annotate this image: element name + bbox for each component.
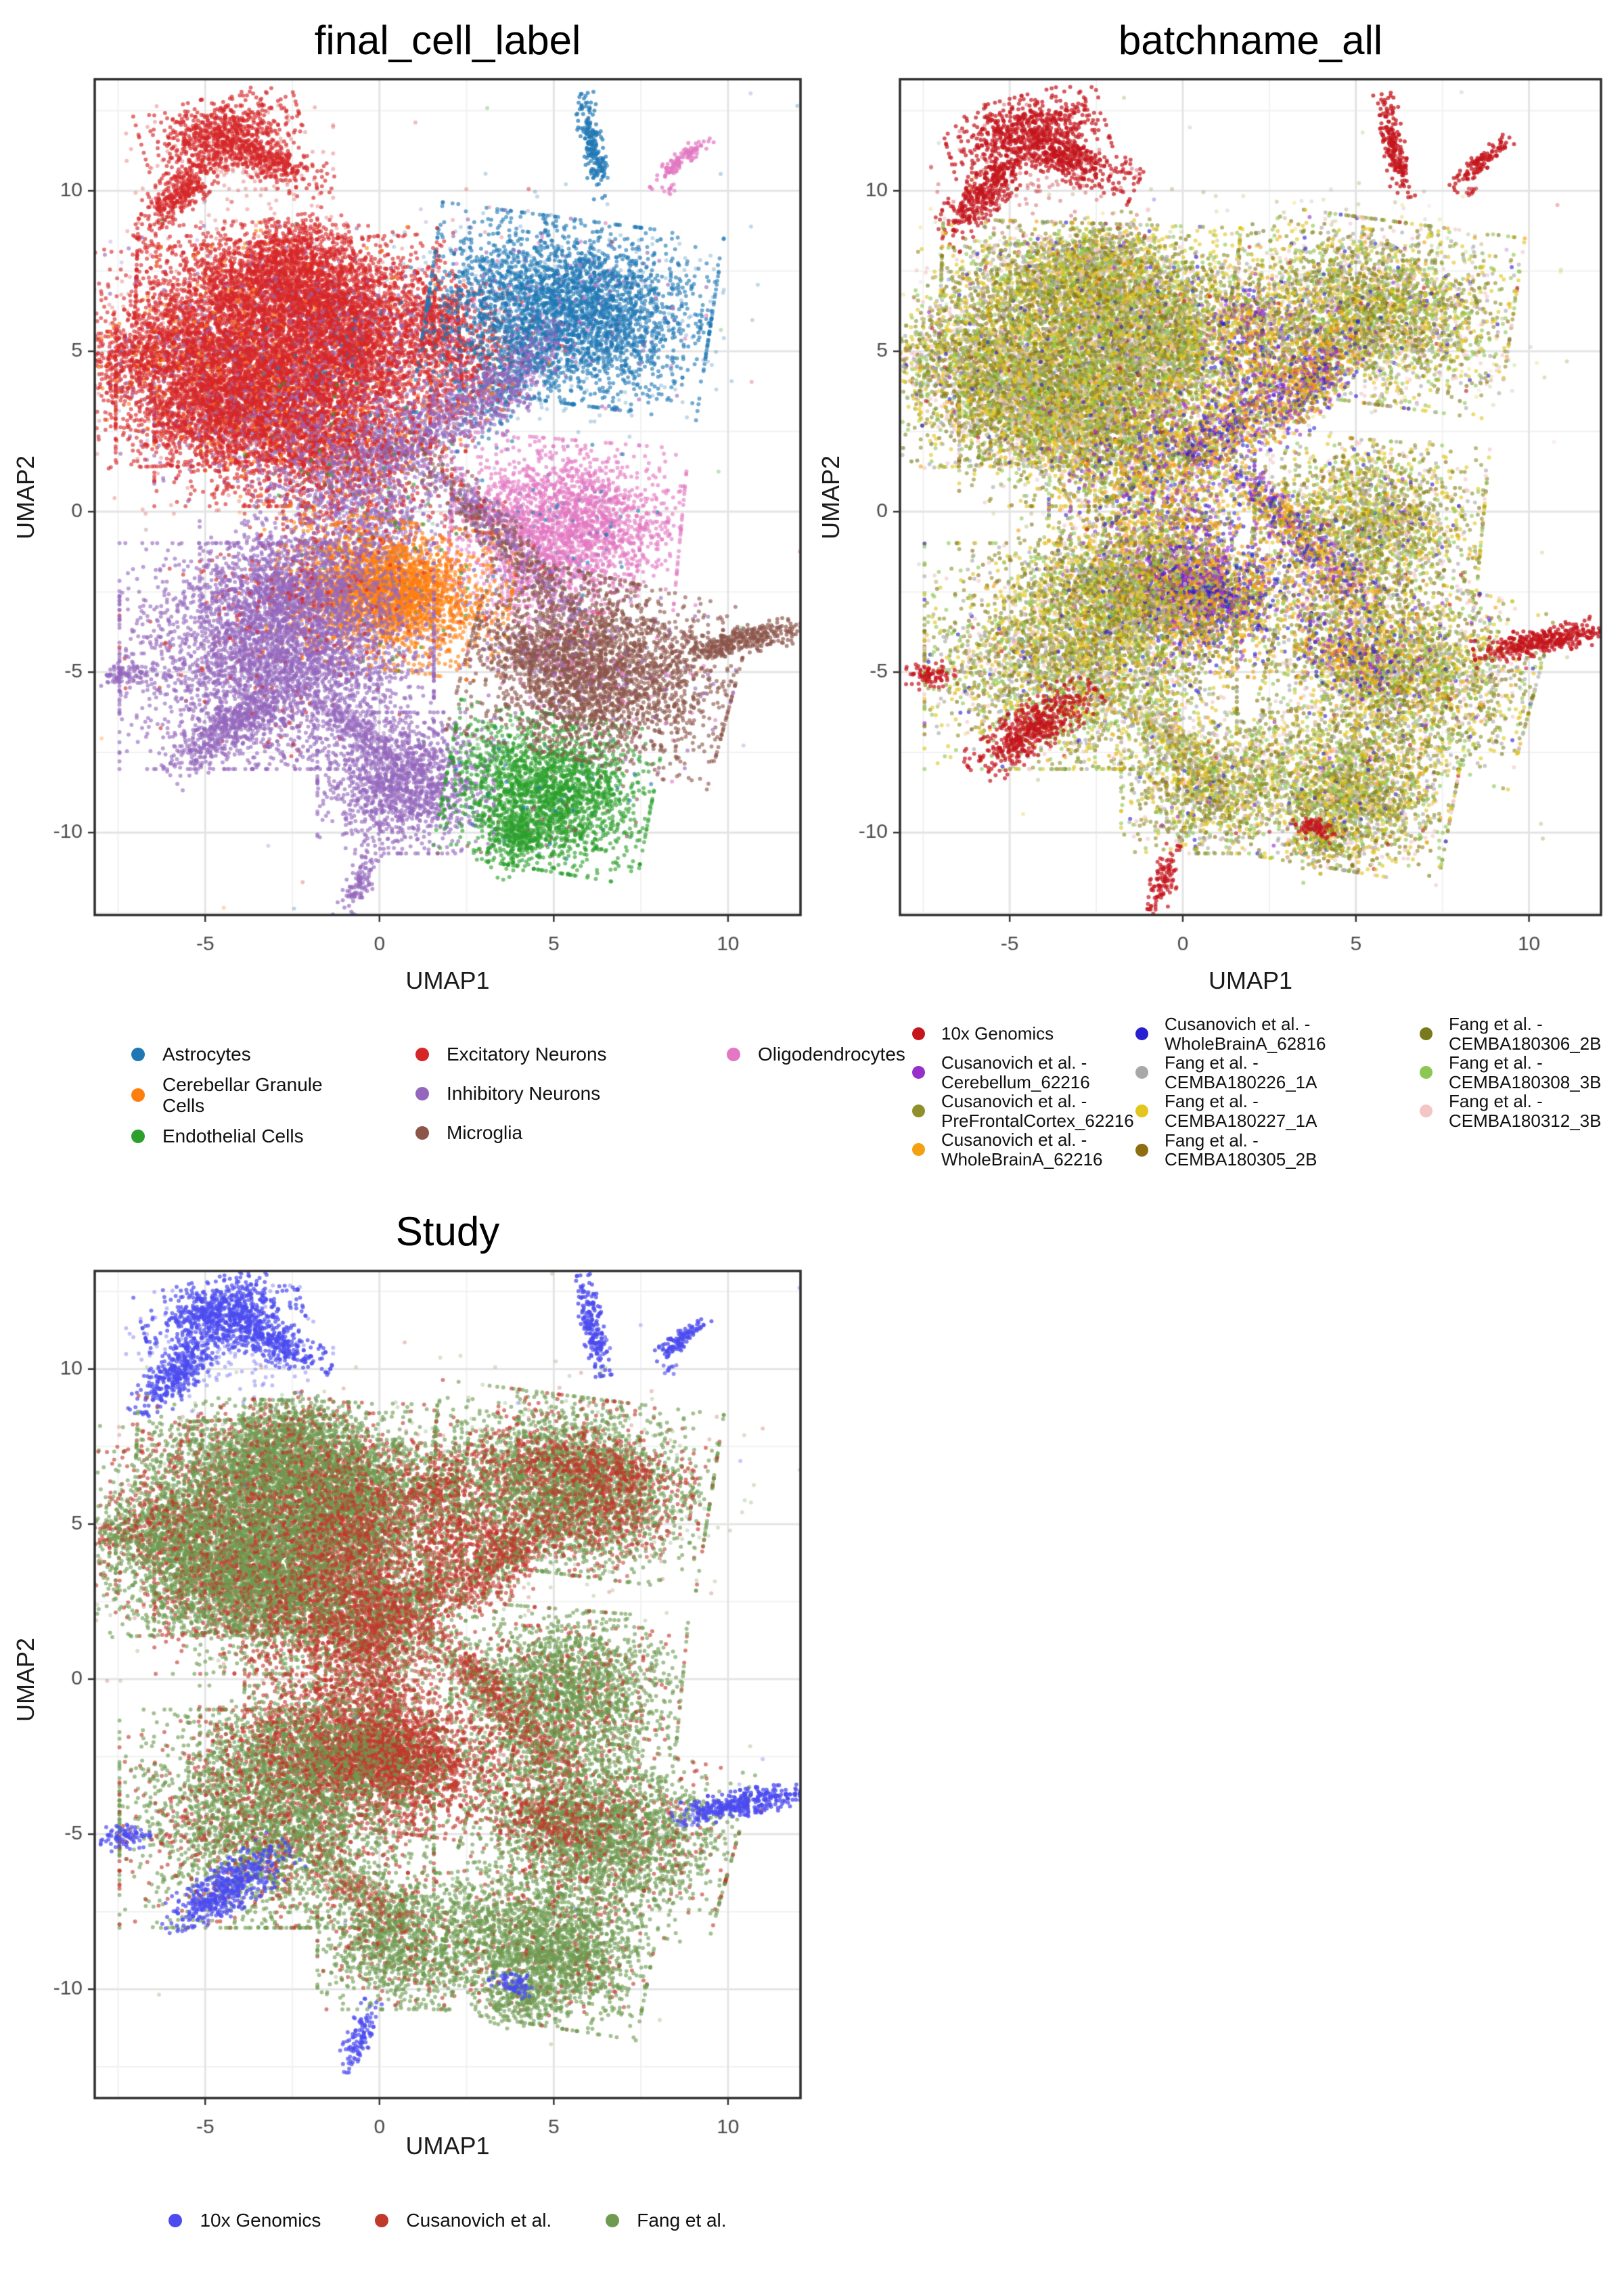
legend-point-icon [912,1027,925,1040]
legend-studies: 10x Genomics Cusanovich et al. Fang et a… [95,2201,800,2240]
legend-point-icon [415,1126,429,1140]
legend-item: Fang et al. - CEMBA180226_1A [1135,1053,1420,1092]
plot2-x-axis-label: UMAP1 [1208,966,1293,994]
plot1-y-axis-label: UMAP2 [12,455,39,540]
legend-item: Cusanovich et al. - Cerebellum_62216 [912,1053,1135,1092]
legend-item: Astrocytes [131,1035,415,1074]
legend-item: Excitatory Neurons [415,1035,727,1074]
legend-item: Fang et al. - CEMBA180227_1A [1135,1092,1420,1130]
legend-point-icon [912,1105,925,1118]
legend-point-icon [1420,1105,1433,1118]
legend-item: Fang et al. - CEMBA180306_2B [1420,1015,1624,1053]
legend-point-icon [1135,1143,1148,1157]
legend-point-icon [415,1048,429,1061]
legend-point-icon [1420,1027,1433,1041]
legend-item: Fang et al. - CEMBA180308_3B [1420,1053,1624,1092]
legend-item: 10x Genomics [168,2201,321,2240]
legend-item: Cusanovich et al. [375,2201,551,2240]
legend-item: Cusanovich et al. - WholeBrainA_62816 [1135,1015,1420,1053]
legend-point-icon [375,2214,389,2227]
legend-item: 10x Genomics [912,1015,1135,1053]
plot3-x-axis-label: UMAP1 [405,2132,490,2160]
plot1-x-axis-label: UMAP1 [405,966,490,994]
legend-batches: 10x Genomics Cusanovich et al. - Cerebell… [912,1015,1624,1169]
legend-point-icon [131,1048,145,1061]
legend-point-icon [131,1129,145,1143]
legend-item: Endothelial Cells [131,1117,415,1156]
legend-item: Fang et al. - CEMBA180312_3B [1420,1092,1624,1130]
legend-point-icon [606,2214,620,2227]
legend-item: Inhibitory Neurons [415,1074,727,1113]
plot1-title: final_cell_label [314,18,581,63]
plot3-y-axis-label: UMAP2 [12,1637,39,1722]
legend-item: Cerebellar Granule Cells [131,1074,415,1117]
legend-point-icon [727,1048,740,1061]
plot2-title: batchname_all [1118,18,1383,63]
legend-point-icon [912,1066,925,1079]
legend-point-icon [131,1088,145,1102]
legend-item: Cusanovich et al. - WholeBrainA_62216 [912,1130,1135,1169]
legend-point-icon [1135,1027,1148,1041]
legend-cell-types: Astrocytes Cerebellar Granule Cells Endot… [131,1035,905,1156]
legend-item: Fang et al. [606,2201,727,2240]
legend-item: Fang et al. - CEMBA180305_2B [1135,1130,1420,1169]
legend-point-icon [912,1143,925,1157]
legend-point-icon [1135,1066,1148,1079]
legend-point-icon [415,1087,429,1100]
plot2-y-axis-label: UMAP2 [817,455,844,540]
plot3-title: Study [395,1209,500,1254]
legend-item: Cusanovich et al. - PreFrontalCortex_6221… [912,1092,1135,1130]
legend-point-icon [168,2214,183,2227]
legend-point-icon [1420,1066,1433,1079]
legend-item: Microglia [415,1113,727,1153]
legend-point-icon [1135,1105,1148,1118]
legend-item: Oligodendrocytes [727,1035,905,1074]
